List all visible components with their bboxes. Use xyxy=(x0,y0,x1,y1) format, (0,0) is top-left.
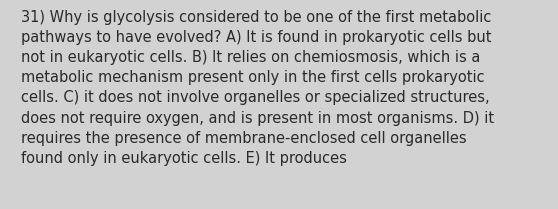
Text: 31) Why is glycolysis considered to be one of the first metabolic
pathways to ha: 31) Why is glycolysis considered to be o… xyxy=(21,10,494,166)
